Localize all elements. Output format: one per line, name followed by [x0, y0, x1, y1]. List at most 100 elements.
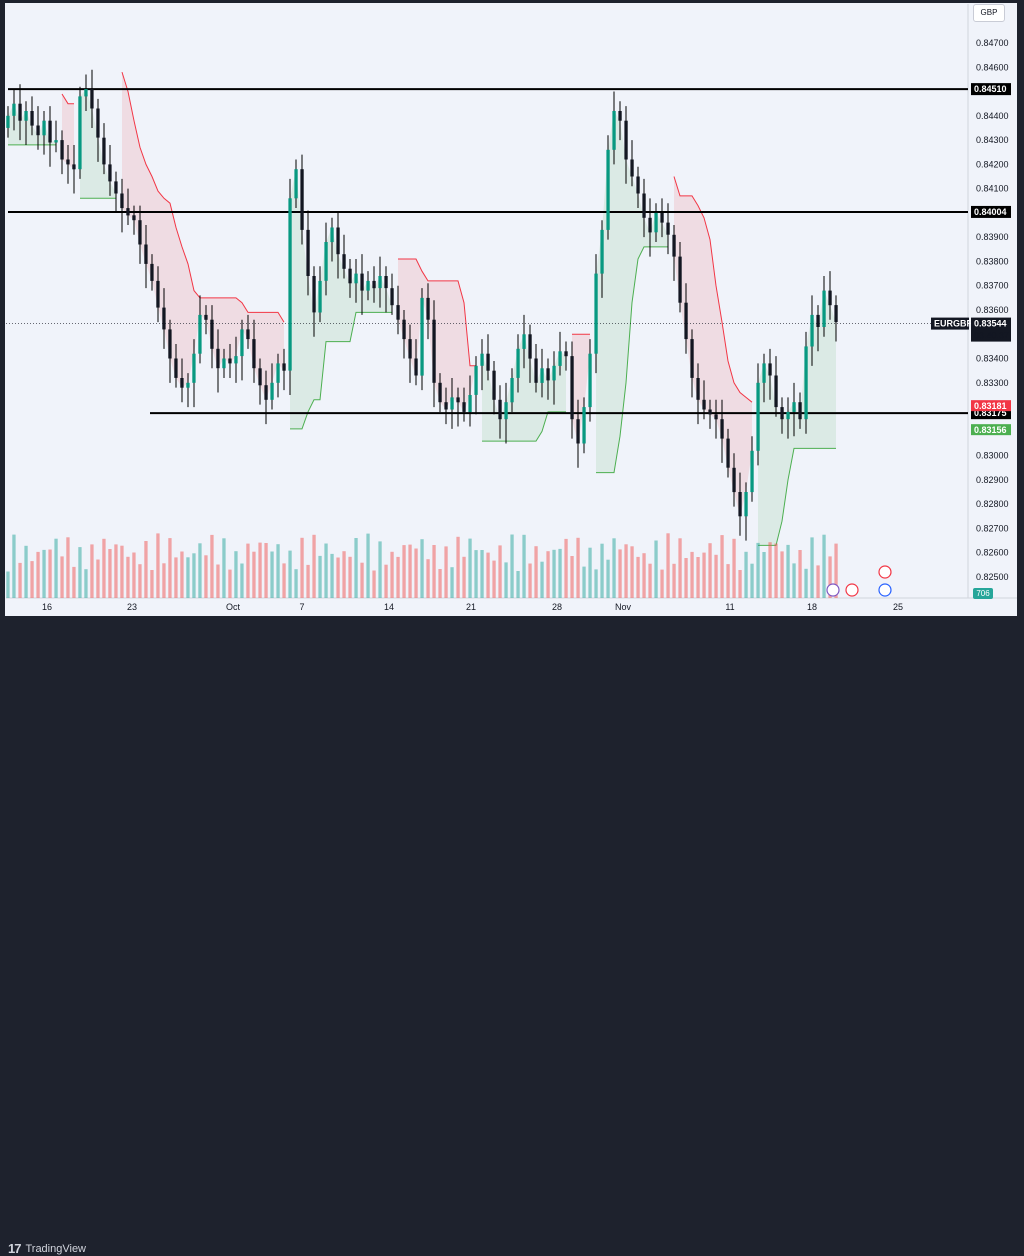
candle-bull — [54, 140, 58, 143]
supertrend-up-fill — [290, 169, 392, 429]
candle-bear — [372, 280, 376, 289]
volume-bar — [204, 555, 208, 598]
candle-bull — [786, 411, 790, 420]
volume-bar — [330, 553, 334, 598]
volume-bar — [576, 537, 580, 598]
x-tick-label: 23 — [127, 602, 137, 612]
candle-bull — [324, 242, 328, 281]
y-tick-label: 0.83300 — [976, 378, 1009, 388]
volume-bar — [834, 543, 838, 598]
candle-bear — [90, 89, 94, 109]
candle-bear — [306, 229, 310, 276]
volume-bar — [786, 544, 790, 598]
candle-bear — [714, 414, 718, 420]
volume-bar — [540, 561, 544, 598]
candle-bull — [450, 397, 454, 410]
candle-bear — [684, 302, 688, 340]
volume-bar — [714, 554, 718, 598]
candle-bear — [774, 375, 778, 408]
x-tick-label: Oct — [226, 602, 241, 612]
x-tick-label: 16 — [42, 602, 52, 612]
candle-bull — [810, 314, 814, 347]
volume-bar — [48, 549, 52, 598]
candle-bear — [204, 314, 208, 320]
x-tick-label: 21 — [466, 602, 476, 612]
supertrend-down-fill — [674, 176, 752, 517]
candle-bear — [282, 363, 286, 371]
x-tick-label: 28 — [552, 602, 562, 612]
circle-event-icon — [878, 583, 892, 597]
volume-bar — [408, 544, 412, 598]
candle-bull — [756, 382, 760, 451]
countdown-label: 03:40:37 — [974, 331, 1009, 341]
volume-bar — [438, 569, 442, 598]
volume-bar — [720, 535, 724, 598]
volume-bar — [198, 543, 202, 598]
volume-bar — [6, 571, 10, 598]
candle-bear — [252, 339, 256, 369]
volume-bar — [582, 566, 586, 598]
candle-bull — [540, 368, 544, 383]
volume-bar — [702, 552, 706, 598]
volume-bar — [138, 564, 142, 598]
candle-bull — [294, 169, 298, 199]
volume-bar — [414, 548, 418, 598]
candle-bear — [96, 108, 100, 138]
volume-bar — [516, 571, 520, 598]
supertrend-down-fill — [62, 94, 74, 170]
volume-bar — [90, 544, 94, 598]
candle-bear — [426, 297, 430, 320]
chart-panel[interactable] — [5, 3, 1017, 616]
volume-bar — [726, 564, 730, 598]
volume-bar — [624, 544, 628, 598]
volume-bar — [420, 539, 424, 598]
volume-bar — [432, 545, 436, 598]
symbol-label: EURGBP — [934, 319, 973, 329]
candle-bear — [834, 305, 838, 323]
y-tick-label: 0.83600 — [976, 305, 1009, 315]
candle-bull — [84, 89, 88, 97]
candle-bear — [696, 378, 700, 400]
volume-bar — [774, 543, 778, 598]
volume-bar — [462, 556, 466, 598]
x-tick-label: Nov — [615, 602, 632, 612]
candle-bear — [336, 227, 340, 255]
candle-bull — [270, 382, 274, 400]
candle-bull — [516, 348, 520, 378]
volume-bar — [12, 534, 16, 598]
volume-bar — [672, 563, 676, 598]
candle-bull — [12, 103, 16, 116]
x-tick-label: 11 — [725, 602, 734, 612]
volume-bar — [24, 545, 28, 598]
supertrend-down-line — [121, 71, 285, 323]
volume-bar — [648, 563, 652, 598]
volume-bar — [360, 562, 364, 598]
y-tick-label: 0.83900 — [976, 232, 1009, 242]
volume-bar — [456, 536, 460, 598]
volume-bar — [780, 551, 784, 598]
volume-bar — [444, 546, 448, 598]
x-tick-label: 14 — [384, 602, 394, 612]
volume-bar — [66, 537, 70, 598]
volume-bar — [402, 545, 406, 598]
candle-bear — [648, 217, 652, 233]
volume-bar — [498, 545, 502, 598]
supertrend-up-line — [482, 411, 566, 442]
volume-bar — [768, 542, 772, 598]
candle-bear — [768, 363, 772, 376]
volume-bar — [216, 564, 220, 598]
candle-bear — [60, 140, 64, 160]
volume-bar — [210, 534, 214, 598]
volume-bar — [486, 552, 490, 598]
candle-bear — [564, 351, 568, 357]
currency-button[interactable]: GBP — [973, 4, 1005, 22]
volume-bar — [522, 534, 526, 598]
price-chart[interactable]: 0.847000.846000.845000.844000.843000.842… — [0, 0, 1024, 616]
level-tag — [971, 83, 1011, 96]
volume-bar — [636, 556, 640, 598]
candle-bull — [654, 212, 658, 233]
tradingview-logo[interactable]: 17 TradingView — [8, 1241, 86, 1256]
x-tick-label: 25 — [893, 602, 903, 612]
level-tag-label: 0.84510 — [974, 84, 1007, 94]
volume-bar — [546, 551, 550, 598]
